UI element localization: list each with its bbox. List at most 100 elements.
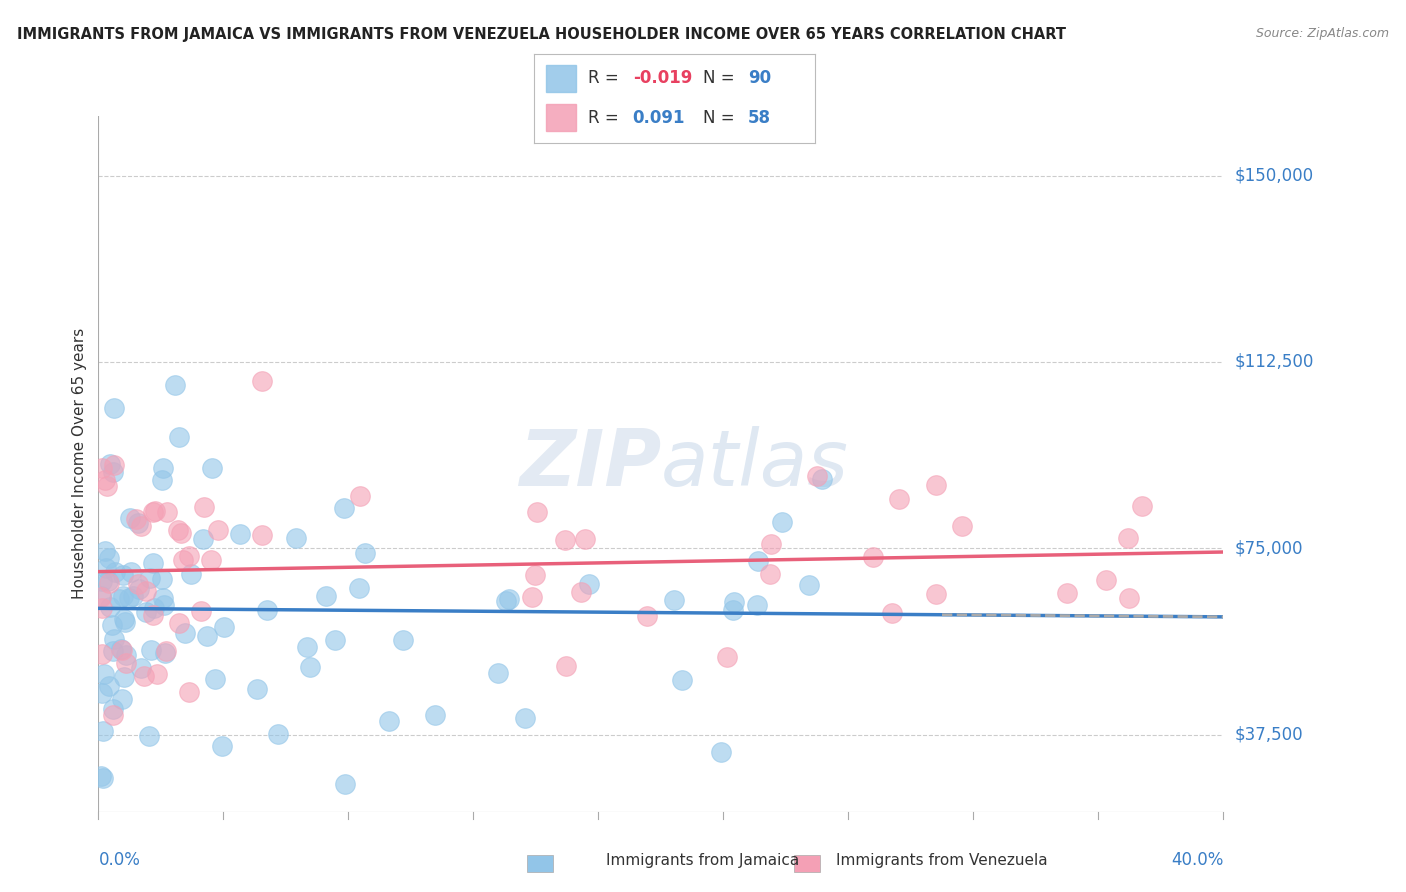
Text: $75,000: $75,000 [1234,540,1303,558]
Point [179,549,201,564]
Point [103,401,125,416]
Point [716,649,738,664]
Point [93,473,115,487]
Point [90,768,112,782]
Point [256,603,278,617]
Point [207,523,229,537]
Bar [546,104,576,131]
Point [200,553,222,567]
Point [122,589,145,603]
Point [190,604,212,618]
Point [797,578,820,592]
Point [98,551,121,566]
Point [112,670,135,684]
Point [1056,585,1078,599]
Point [131,518,153,533]
Bar [546,65,576,92]
Point [100,618,122,632]
Point [554,533,576,547]
Text: -0.019: -0.019 [633,70,692,87]
Text: N =: N = [703,109,740,127]
Point [177,684,200,698]
Point [97,576,120,591]
Text: 40.0%: 40.0% [1171,851,1223,869]
Point [662,592,685,607]
Point [91,723,114,738]
Point [747,598,769,612]
Point [155,505,177,519]
Text: R =: R = [588,109,624,127]
Point [1118,591,1140,606]
Point [212,620,235,634]
Point [811,472,834,486]
Point [246,682,269,697]
Point [142,607,165,622]
Point [115,656,138,670]
Point [127,577,149,591]
Point [882,606,904,620]
Point [115,648,138,663]
Point [250,527,273,541]
Point [636,609,658,624]
Point [135,605,157,619]
Text: N =: N = [703,70,740,87]
Point [250,374,273,388]
Point [354,546,377,560]
Point [167,523,190,537]
Point [108,591,131,606]
Point [139,571,162,585]
Point [152,591,174,605]
Point [333,777,356,791]
Point [180,566,202,581]
Text: Source: ZipAtlas.com: Source: ZipAtlas.com [1256,27,1389,40]
Point [526,505,548,519]
Point [93,667,115,681]
Point [325,633,347,648]
Text: 0.0%: 0.0% [98,851,141,869]
Point [111,568,134,582]
Point [167,615,190,630]
Point [229,527,252,541]
Point [96,478,118,492]
Point [495,593,517,607]
Text: $150,000: $150,000 [1234,167,1313,185]
Point [315,590,337,604]
Point [138,729,160,743]
Text: 58: 58 [748,109,770,127]
Point [91,771,114,785]
Point [141,505,163,519]
Point [710,745,733,759]
Point [347,581,370,595]
Point [195,629,218,643]
Point [723,603,745,617]
Point [114,615,136,629]
Point [94,561,117,575]
Point [578,576,600,591]
Point [103,632,125,647]
Point [129,661,152,675]
Point [392,633,415,648]
Point [723,594,745,608]
Point [770,515,793,529]
Point [211,739,233,753]
Point [135,584,157,599]
Point [377,714,399,728]
Y-axis label: Householder Income Over 65 years: Householder Income Over 65 years [72,328,87,599]
Point [90,647,112,661]
Point [887,491,910,506]
Point [333,500,356,515]
Point [806,468,828,483]
Point [91,601,114,615]
Text: ZIP: ZIP [519,425,661,502]
Point [110,642,132,657]
Point [520,590,543,604]
Point [174,625,197,640]
Point [103,458,125,472]
Point [152,473,174,487]
Point [127,516,149,530]
Point [201,461,224,475]
Point [1094,573,1116,587]
Text: 0.091: 0.091 [633,109,685,127]
Point [98,679,121,693]
Point [486,665,509,680]
